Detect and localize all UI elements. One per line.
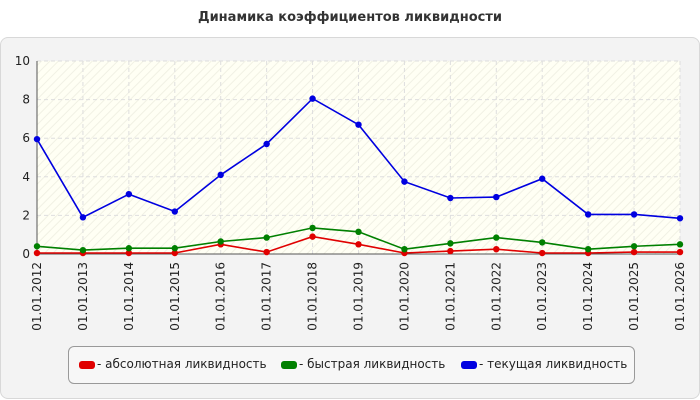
data-point-series-2: [630, 243, 638, 250]
data-point-series-3: [125, 190, 133, 198]
x-tick-label: 01.01.2025: [627, 262, 641, 331]
data-point-series-2: [309, 224, 316, 232]
data-point-series-1: [263, 248, 270, 256]
data-point-series-3: [171, 208, 178, 215]
data-point-series-2: [125, 245, 133, 252]
data-point-series-2: [33, 243, 41, 250]
data-point-series-3: [630, 211, 638, 218]
data-point-series-1: [309, 233, 316, 240]
data-point-series-2: [447, 240, 454, 247]
legend-swatch: [281, 360, 297, 369]
data-point-series-1: [355, 241, 362, 248]
y-tick-label: 10: [15, 54, 30, 68]
legend-label: - абсолютная ликвидность: [97, 357, 267, 371]
legend-item-3: - текущая ликвидность: [461, 357, 627, 371]
x-tick-label: 01.01.2012: [30, 262, 44, 331]
data-point-series-2: [539, 239, 546, 246]
plot-area: [37, 61, 680, 254]
x-tick-label: 01.01.2020: [397, 262, 411, 331]
x-tick-label: 01.01.2026: [673, 262, 687, 331]
data-point-series-1: [493, 245, 500, 253]
x-tick-label: 01.01.2013: [76, 262, 90, 331]
x-tick-label: 01.01.2017: [260, 262, 274, 331]
x-tick-label: 01.01.2023: [535, 262, 549, 331]
data-point-series-2: [493, 234, 500, 241]
data-point-series-1: [447, 247, 454, 255]
data-point-series-3: [33, 135, 41, 143]
data-point-series-2: [584, 245, 592, 253]
data-point-series-1: [676, 248, 684, 256]
data-point-series-3: [447, 194, 454, 202]
data-point-series-2: [355, 228, 362, 236]
data-point-series-2: [171, 245, 178, 252]
y-tick-label: 8: [22, 93, 30, 107]
data-point-series-3: [217, 171, 224, 179]
legend-swatch: [461, 360, 477, 369]
legend-label: - текущая ликвидность: [479, 357, 628, 371]
data-point-series-3: [263, 140, 270, 148]
data-point-series-3: [401, 178, 408, 185]
x-tick-label: 01.01.2021: [443, 262, 457, 331]
data-point-series-1: [125, 249, 133, 257]
data-point-series-3: [676, 215, 684, 222]
x-tick-label: 01.01.2015: [168, 262, 182, 331]
legend-label: - быстрая ликвидность: [299, 357, 446, 371]
legend-item-2: - быстрая ликвидность: [281, 357, 445, 371]
legend-swatch: [79, 360, 95, 369]
data-point-series-3: [539, 175, 546, 182]
y-tick-label: 4: [22, 170, 30, 184]
chart-legend: - абсолютная ликвидность - быстрая ликвид…: [68, 346, 635, 384]
data-point-series-1: [171, 249, 178, 257]
legend-item-1: - абсолютная ликвидность: [79, 357, 267, 371]
x-tick-label: 01.01.2024: [581, 262, 595, 331]
y-tick-label: 0: [22, 247, 30, 261]
data-point-series-2: [263, 234, 270, 241]
data-point-series-1: [33, 249, 41, 257]
data-point-series-3: [584, 211, 592, 218]
data-point-series-2: [79, 246, 87, 254]
data-point-series-3: [355, 121, 362, 128]
data-point-series-1: [630, 248, 638, 256]
y-tick-label: 6: [22, 131, 30, 145]
chart-title: Динамика коэффициентов ликвидности: [198, 10, 502, 25]
data-point-series-3: [79, 214, 87, 221]
data-point-series-3: [493, 193, 500, 201]
data-point-series-1: [539, 249, 546, 257]
x-tick-label: 01.01.2014: [122, 262, 136, 331]
x-tick-label: 01.01.2016: [214, 262, 228, 331]
data-point-series-2: [676, 241, 684, 248]
x-tick-label: 01.01.2022: [489, 262, 503, 331]
data-point-series-2: [401, 245, 408, 253]
data-point-series-3: [309, 95, 316, 102]
data-point-series-2: [217, 238, 224, 245]
x-tick-label: 01.01.2019: [352, 262, 366, 331]
x-tick-label: 01.01.2018: [306, 262, 320, 331]
y-tick-label: 2: [22, 208, 30, 222]
